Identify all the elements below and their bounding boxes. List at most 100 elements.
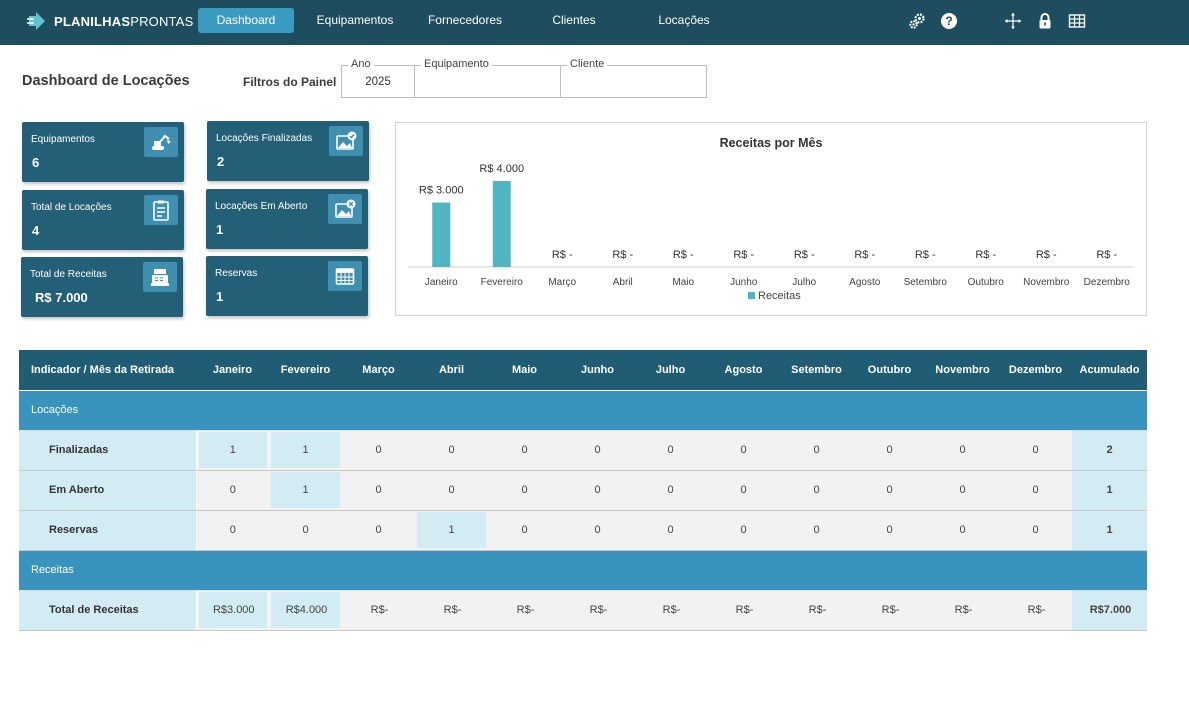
kpi-value: R$ 7.000 <box>35 290 88 305</box>
row-label: Em Aberto <box>19 470 197 511</box>
filter-client-legend: Cliente <box>567 58 608 70</box>
accumulated-cell: 1 <box>1072 510 1147 551</box>
grid-icon[interactable] <box>1068 12 1086 30</box>
kpi-label: Reservas <box>215 268 258 279</box>
table-header-cell: Agosto <box>707 350 780 391</box>
table-cell: 0 <box>415 430 488 471</box>
filter-year[interactable]: Ano 2025 <box>341 58 415 98</box>
kpi-total-locacoes: Total de Locações 4 <box>22 190 184 250</box>
kpi-total-receitas: Total de Receitas R$ 7.000 <box>21 257 183 317</box>
x-tick-label: Abril <box>613 277 633 288</box>
cell-value: 0 <box>813 444 820 456</box>
data-label: R$ - <box>552 249 573 261</box>
currency-symbol: R$ <box>808 604 823 616</box>
currency-symbol: R$ <box>212 604 228 616</box>
row-label: Reservas <box>19 510 197 551</box>
cell-value: 0 <box>229 484 236 496</box>
lock-icon[interactable] <box>1036 12 1054 30</box>
table-cell: 1 <box>196 430 269 471</box>
cell-value: 1 <box>271 432 340 468</box>
table-row: Em Aberto 0 1 0 0 0 0 0 0 0 0 0 0 1 <box>19 470 1147 511</box>
table-cell: 0 <box>269 510 342 551</box>
amount: - <box>968 604 973 616</box>
logo-icon <box>27 12 45 30</box>
nav-equipamentos[interactable]: Equipamentos <box>316 13 394 27</box>
chart-canvas: R$ 3.000 Janeiro R$ 4.000 Fevereiro R$ - Març… <box>408 163 1134 302</box>
data-label: R$ 3.000 <box>419 185 464 197</box>
nav-dashboard[interactable]: Dashboard <box>198 8 294 33</box>
gears-icon[interactable] <box>908 12 926 30</box>
cell-value: 0 <box>521 484 528 496</box>
nav-fornecedores[interactable]: Fornecedores <box>427 13 503 27</box>
bar <box>492 181 511 267</box>
data-label: R$ 4.000 <box>479 163 524 175</box>
amount: - <box>384 604 389 616</box>
table-cell: 1 <box>415 510 488 551</box>
cell-value: 0 <box>667 484 674 496</box>
money-value: R$- <box>636 592 705 628</box>
cell-value: 0 <box>740 444 747 456</box>
cell-value: 0 <box>667 524 674 536</box>
table-cell: 0 <box>196 510 269 551</box>
kpi-label: Locações Em Aberto <box>215 201 308 212</box>
table-cell: 0 <box>488 510 561 551</box>
amount: - <box>895 604 900 616</box>
table-cell: 0 <box>342 510 415 551</box>
currency-symbol: R$ <box>589 604 604 616</box>
cell-value: 0 <box>1032 444 1039 456</box>
filter-equipment[interactable]: Equipamento <box>414 58 561 98</box>
table-header-cell: Setembro <box>780 350 853 391</box>
filters-label: Filtros do Painel <box>243 75 337 89</box>
currency-symbol: R$ <box>516 604 531 616</box>
row-label: Total de Receitas <box>19 590 197 631</box>
table-cell: 0 <box>561 430 634 471</box>
kpi-value: 4 <box>32 223 40 238</box>
cell-value: 0 <box>375 484 382 496</box>
kpi-label: Locações Finalizadas <box>216 133 313 144</box>
currency-symbol: R$ <box>1089 604 1104 616</box>
data-label: R$ - <box>673 249 694 261</box>
logo: PLANILHASPRONTAS <box>26 10 193 32</box>
svg-text:?: ? <box>945 14 952 28</box>
table-row: Total de Receitas R$3.000 R$4.000 R$- R$- R$-… <box>19 590 1147 631</box>
data-label: R$ - <box>1036 249 1057 261</box>
move-icon[interactable] <box>1004 12 1022 30</box>
kpi-reservas: Reservas 1 <box>206 256 368 316</box>
cell-value: 0 <box>594 484 601 496</box>
table-cell: 0 <box>488 470 561 511</box>
accumulated-cell: 1 <box>1072 470 1147 511</box>
calendar-icon <box>328 261 362 291</box>
table-cell: R$- <box>707 590 780 631</box>
table-cell: R$4.000 <box>269 590 342 631</box>
section-title: Locações <box>19 390 1147 431</box>
currency-symbol: R$ <box>1027 604 1042 616</box>
money-value: R$- <box>417 592 486 628</box>
cell-value: 1 <box>198 432 267 468</box>
filter-equipment-legend: Equipamento <box>421 58 492 70</box>
table-cell: 0 <box>561 470 634 511</box>
cell-value: 0 <box>375 524 382 536</box>
money-value: R$- <box>782 592 851 628</box>
x-tick-label: Junho <box>730 277 758 288</box>
nav-clientes[interactable]: Clientes <box>552 13 596 27</box>
table-cell: 0 <box>488 430 561 471</box>
cell-value: 0 <box>813 484 820 496</box>
filter-client[interactable]: Cliente <box>560 58 707 98</box>
x-tick-label: Outubro <box>968 277 1005 288</box>
indicators-table: Indicador / Mês da Retirada Janeiro Feve… <box>19 350 1147 631</box>
money-value: R$- <box>928 592 997 628</box>
table-cell: 0 <box>926 430 999 471</box>
table-section-row: Locações <box>19 390 1147 431</box>
currency-symbol: R$ <box>370 604 385 616</box>
kpi-value: 6 <box>32 155 40 170</box>
table-cell: 0 <box>707 470 780 511</box>
nav-locacoes[interactable]: Locações <box>658 13 710 27</box>
data-label: R$ - <box>975 249 996 261</box>
table-header-cell: Janeiro <box>196 350 269 391</box>
table-cell: 0 <box>415 470 488 511</box>
currency-symbol: R$ <box>285 604 300 616</box>
currency-symbol: R$ <box>662 604 677 616</box>
help-icon[interactable]: ? <box>940 12 958 30</box>
kpi-label: Equipamentos <box>31 134 95 145</box>
table-cell: 0 <box>999 470 1072 511</box>
